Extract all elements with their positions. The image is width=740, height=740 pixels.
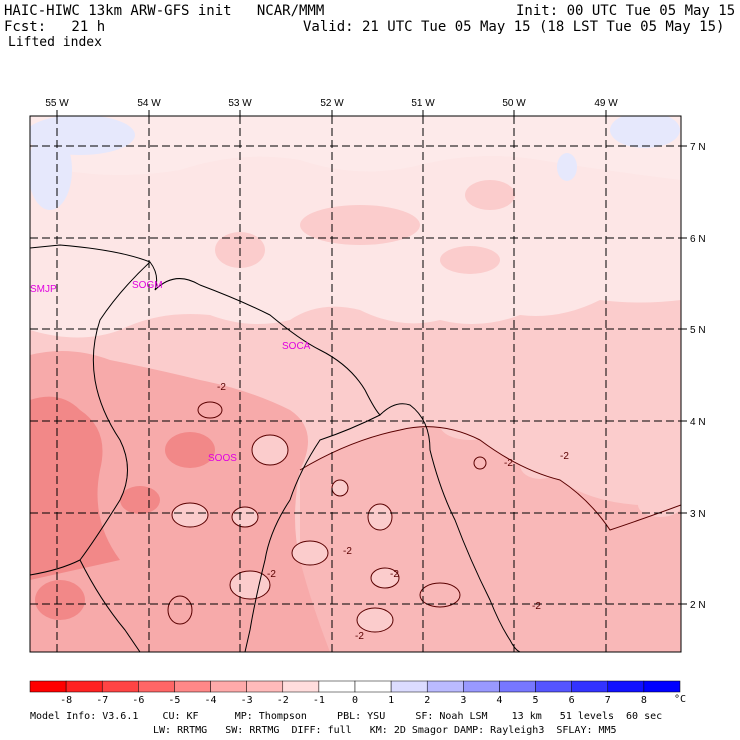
colorbar-swatch bbox=[354, 680, 392, 693]
contour-label: -2 bbox=[343, 546, 352, 557]
colorbar-tick-label: -5 bbox=[168, 695, 181, 706]
colorbar-swatch bbox=[282, 680, 320, 693]
lon-label: 51 W bbox=[411, 98, 435, 109]
model-info-line1: Model Info: V3.6.1 CU: KF MP: Thompson P… bbox=[30, 711, 663, 722]
station-label: SOGM bbox=[132, 280, 163, 291]
station-label: SOCA bbox=[282, 341, 311, 352]
colorbar-tick-label: 1 bbox=[388, 695, 395, 706]
light-patch bbox=[371, 568, 399, 588]
light-patch bbox=[368, 504, 392, 530]
light-patch bbox=[357, 608, 393, 632]
light-patch bbox=[292, 541, 328, 565]
contour-label: -2 bbox=[560, 451, 569, 462]
station-label: SMJP bbox=[30, 284, 57, 295]
colorbar bbox=[29, 680, 681, 693]
contour-label: -2 bbox=[355, 631, 364, 642]
contour-label: -2 bbox=[267, 569, 276, 580]
lon-label: 54 W bbox=[137, 98, 161, 109]
dark-red-patch bbox=[165, 432, 215, 468]
blue-patch bbox=[610, 116, 680, 148]
colorbar-tick-label: 4 bbox=[496, 695, 503, 706]
light-patch bbox=[172, 503, 208, 527]
colorbar-swatch bbox=[643, 680, 681, 693]
contour-lines bbox=[167, 401, 681, 633]
forecast-hour: Fcst: 21 h bbox=[4, 19, 106, 35]
colorbar-tick-label: 7 bbox=[604, 695, 611, 706]
lon-label: 50 W bbox=[502, 98, 526, 109]
lon-label: 53 W bbox=[228, 98, 252, 109]
light-patch bbox=[332, 480, 348, 496]
map-frame bbox=[29, 115, 682, 653]
shaded-field bbox=[30, 116, 681, 652]
colorbar-swatch bbox=[174, 680, 211, 693]
valid-time: Valid: 21 UTC Tue 05 May 15 (18 LST Tue … bbox=[303, 19, 725, 35]
colorbar-swatch bbox=[390, 680, 428, 693]
colorbar-tick-label: -4 bbox=[204, 695, 217, 706]
light-patch bbox=[520, 451, 560, 479]
light-patch bbox=[232, 507, 258, 527]
axis-ticks bbox=[56, 110, 687, 605]
pink-patch bbox=[465, 180, 515, 210]
lat-label: 3 N bbox=[690, 509, 706, 520]
colorbar-swatch bbox=[246, 680, 284, 693]
light-patch bbox=[638, 493, 681, 517]
lat-lon-grid bbox=[30, 116, 681, 652]
colorbar-swatch bbox=[463, 680, 500, 693]
colorbar-swatch bbox=[138, 680, 175, 693]
colorbar-swatch bbox=[571, 680, 609, 693]
init-time: Init: 00 UTC Tue 05 May 15 bbox=[516, 3, 736, 19]
blue-patch bbox=[30, 130, 72, 210]
lat-label: 4 N bbox=[690, 417, 706, 428]
light-patch bbox=[440, 410, 500, 440]
blue-patch bbox=[557, 153, 577, 181]
dark-red-patch bbox=[120, 486, 160, 514]
colorbar-unit: °C bbox=[674, 694, 687, 705]
colorbar-swatch bbox=[318, 680, 356, 693]
dark-red-patch bbox=[35, 580, 85, 620]
colorbar-swatch bbox=[535, 680, 572, 693]
colorbar-tick-label: -3 bbox=[240, 695, 253, 706]
colorbar-tick-label: -8 bbox=[60, 695, 73, 706]
contour-label: -2 bbox=[390, 569, 399, 580]
colorbar-tick-label: 8 bbox=[640, 695, 647, 706]
station-label: SOOS bbox=[208, 453, 237, 464]
colorbar-tick-label: 2 bbox=[424, 695, 431, 706]
colorbar-tick-label: -2 bbox=[276, 695, 289, 706]
colorbar-tick-label: -1 bbox=[312, 695, 325, 706]
colorbar-swatch bbox=[29, 680, 67, 693]
model-info-line2: LW: RRTMG SW: RRTMG DIFF: full KM: 2D Sm… bbox=[153, 725, 617, 736]
lon-label: 49 W bbox=[594, 98, 618, 109]
colorbar-tick-label: 6 bbox=[568, 695, 575, 706]
colorbar-swatch bbox=[210, 680, 247, 693]
colorbar-swatch bbox=[426, 680, 464, 693]
contour-label: -2 bbox=[504, 458, 513, 469]
colorbar-tick-label: 0 bbox=[351, 695, 359, 706]
colorbar-swatch bbox=[499, 680, 536, 693]
north-light-area bbox=[30, 116, 681, 180]
boundaries bbox=[30, 244, 521, 652]
lat-label: 7 N bbox=[690, 142, 706, 153]
pink-patch bbox=[300, 205, 420, 245]
colorbar-swatch bbox=[65, 680, 103, 693]
lat-label: 5 N bbox=[690, 325, 706, 336]
colorbar-swatch bbox=[101, 680, 139, 693]
model-title: HAIC-HIWC 13km ARW-GFS init NCAR/MMM bbox=[4, 3, 325, 19]
colorbar-tick-label: 5 bbox=[532, 695, 539, 706]
colorbar-tick-label: 3 bbox=[460, 695, 467, 706]
colorbar-tick-label: -7 bbox=[96, 695, 109, 706]
colorbar-swatch bbox=[607, 680, 645, 693]
contour-label: -2 bbox=[532, 601, 541, 612]
lon-label: 52 W bbox=[320, 98, 344, 109]
pink-patch bbox=[440, 246, 500, 274]
colorbar-tick-label: -6 bbox=[132, 695, 145, 706]
lat-label: 6 N bbox=[690, 234, 706, 245]
mid-red-area bbox=[300, 426, 681, 652]
light-patch bbox=[252, 435, 288, 465]
contour-label: -2 bbox=[217, 382, 226, 393]
lat-label: 2 N bbox=[690, 600, 706, 611]
lon-label: 55 W bbox=[45, 98, 69, 109]
field-name: Lifted index bbox=[8, 35, 102, 50]
